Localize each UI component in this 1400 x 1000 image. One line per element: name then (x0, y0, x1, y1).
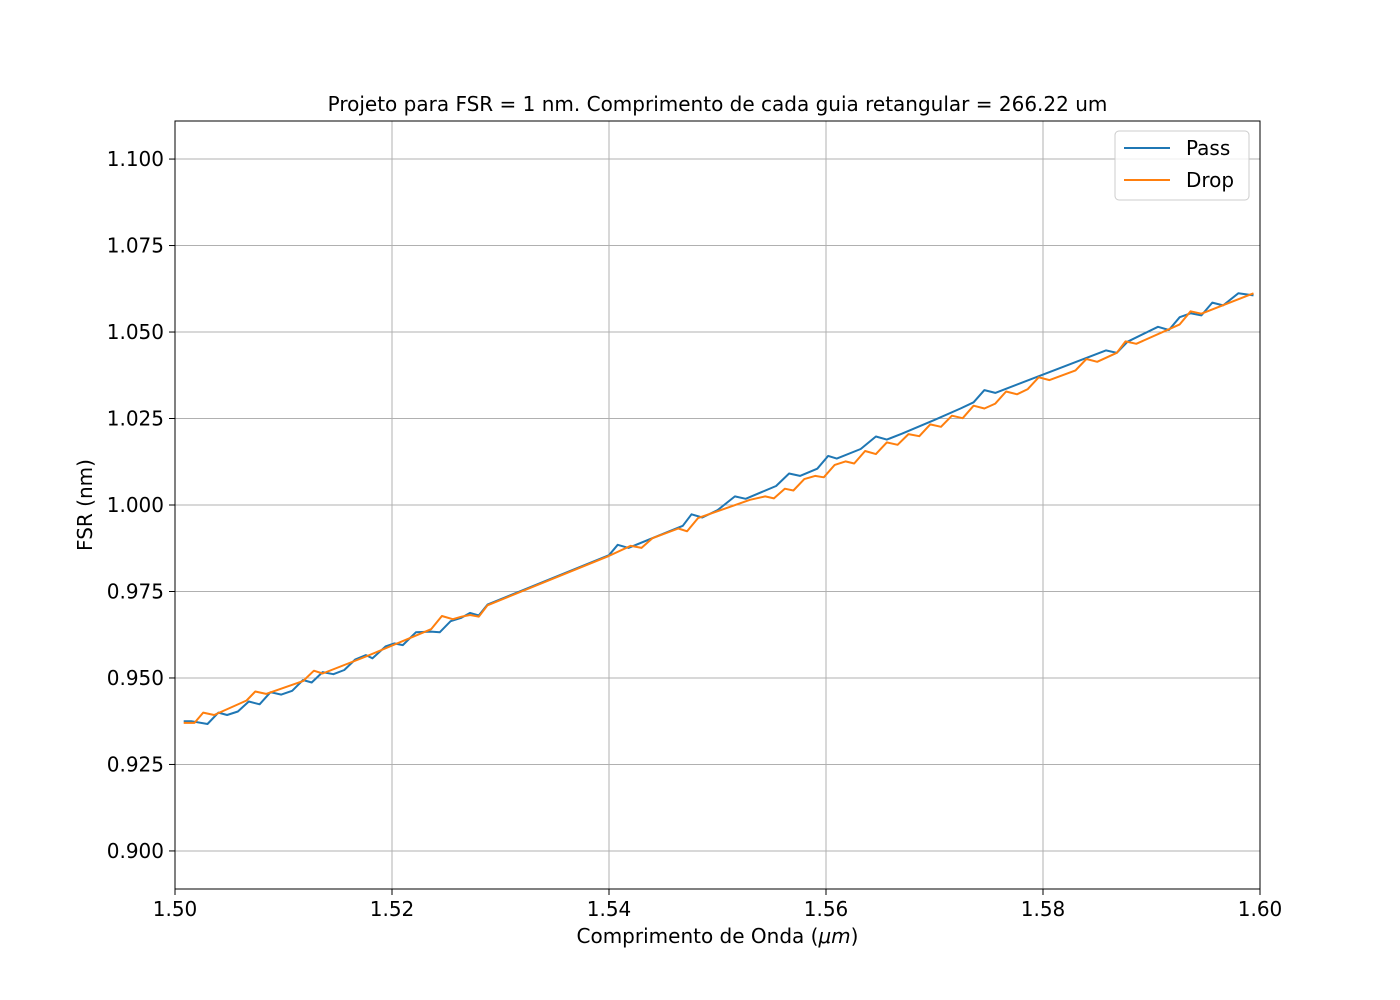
axis-ticks: 1.50 1.52 1.54 1.56 1.58 1.60 0.900 0.925 0.950 0… (107, 147, 1283, 921)
x-tick-label: 1.52 (370, 897, 415, 921)
x-tick-label: 1.56 (804, 897, 849, 921)
y-axis-label: FSR (nm) (73, 459, 97, 551)
x-tick-label: 1.54 (587, 897, 632, 921)
y-tick-label: 1.100 (107, 147, 164, 171)
x-axis-label: Comprimento de Onda (μm) (577, 924, 859, 948)
series-lines (183, 292, 1254, 725)
legend-label-drop: Drop (1186, 168, 1234, 192)
y-tick-label: 0.950 (107, 666, 164, 690)
y-tick-label: 0.975 (107, 579, 164, 603)
x-axis-label-suffix: ) (851, 924, 859, 948)
chart-title: Projeto para FSR = 1 nm. Comprimento de … (328, 92, 1108, 116)
legend-label-pass: Pass (1186, 136, 1230, 160)
y-tick-label: 1.025 (107, 407, 164, 431)
x-tick-label: 1.58 (1021, 897, 1066, 921)
y-tick-label: 0.925 (107, 752, 164, 776)
x-tick-label: 1.50 (153, 897, 198, 921)
y-tick-label: 0.900 (107, 839, 164, 863)
x-axis-label-unit: μm (817, 924, 850, 948)
x-tick-label: 1.60 (1238, 897, 1283, 921)
y-tick-label: 1.075 (107, 234, 164, 258)
series-line-drop (183, 292, 1254, 724)
y-tick-label: 1.000 (107, 493, 164, 517)
legend: Pass Drop (1114, 130, 1250, 201)
y-tick-label: 1.050 (107, 320, 164, 344)
grid-lines (174, 121, 1261, 889)
x-axis-label-prefix: Comprimento de Onda ( (577, 924, 819, 948)
